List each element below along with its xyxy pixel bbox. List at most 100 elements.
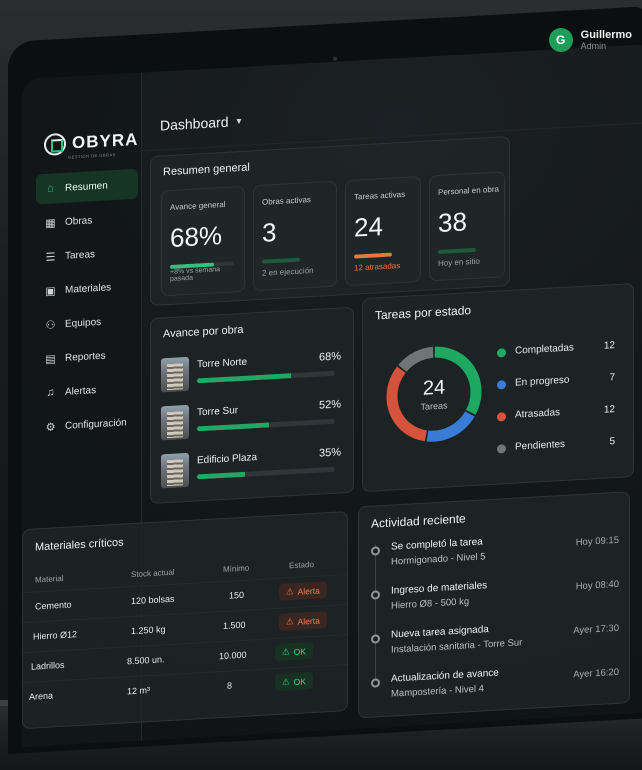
legend-item[interactable]: Atrasadas 12 (497, 403, 615, 426)
activity-time: Hoy 09:15 (575, 534, 619, 549)
activity-detail: Hormigonado - Nivel 5 (391, 551, 486, 568)
sidebar-item-label: Tareas (65, 248, 96, 262)
kpi-sub: Hoy en sitio (438, 256, 480, 268)
project-progress-bar (197, 466, 335, 480)
sidebar-item-label: Alertas (65, 384, 97, 398)
kpi-accent-fill (354, 252, 392, 259)
column-header: Mínimo (223, 563, 250, 574)
user-text: Guillermo Admin (581, 29, 632, 51)
kpi-obras[interactable]: Obras activas 3 2 en ejecución (253, 180, 337, 292)
legend-value: 7 (609, 372, 615, 384)
cell-min: 8 (227, 680, 233, 691)
materials-title: Materiales críticos (35, 536, 124, 554)
sidebar-item-materiales[interactable]: ▣ Materiales (36, 271, 138, 307)
people-icon: ⚇ (45, 318, 56, 332)
warning-icon: ⚠ (286, 616, 294, 627)
cell-min: 1.500 (223, 619, 246, 631)
sidebar-item-reportes[interactable]: ▤ Reportes (36, 339, 138, 375)
legend-label: Completadas (515, 342, 574, 357)
kpi-value: 3 (262, 216, 277, 248)
kpi-accent-line (438, 247, 476, 254)
sidebar-item-configuracion[interactable]: ⚙ Configuración (36, 407, 138, 443)
column-header: Estado (289, 559, 314, 571)
kpi-accent-fill (262, 257, 300, 264)
donut-slice-en-progreso[interactable] (426, 411, 475, 442)
legend-item[interactable]: En progreso 7 (497, 371, 615, 394)
timeline-dot (371, 678, 380, 688)
chevron-down-icon: ▾ (236, 115, 242, 127)
sidebar-item-label: Reportes (65, 350, 106, 364)
building-icon: ▦ (45, 216, 56, 230)
kpi-avance[interactable]: Avance general 68% +8% vs semana pasada (161, 185, 245, 297)
user-name: Guillermo (580, 29, 632, 41)
donut-slice-pendientes[interactable] (398, 346, 434, 372)
activity-title: Actividad reciente (371, 511, 466, 531)
kpi-sub-late: 12 atrasadas (354, 261, 401, 273)
legend-label: Pendientes (515, 438, 566, 453)
materials-card: Materiales críticos Material Stock actua… (22, 510, 348, 730)
activity-time: Ayer 17:30 (573, 622, 619, 637)
kpi-label: Personal en obra (438, 184, 499, 197)
sidebar-item-tareas[interactable]: ☰ Tareas (36, 237, 138, 273)
tasks-donut-chart (386, 346, 482, 442)
legend-item[interactable]: Completadas 12 (497, 339, 615, 362)
activity-title-text: Se completó la tarea (391, 536, 483, 553)
brand-logo[interactable]: OBYRA (44, 129, 138, 156)
kpi-accent-line (354, 252, 392, 259)
status-label: OK (293, 675, 306, 687)
tasks-title: Tareas por estado (375, 303, 472, 323)
sidebar-item-label: Configuración (65, 416, 127, 432)
tasks-card: Tareas por estado 24 Tareas Completadas … (362, 283, 634, 493)
progress-row[interactable]: Torre Norte 68% (161, 348, 341, 398)
progress-title: Avance por obra (163, 323, 244, 341)
legend-item[interactable]: Pendientes 5 (497, 435, 615, 458)
sidebar-item-label: Resumen (65, 179, 108, 194)
kpi-label: Tareas activas (354, 189, 406, 202)
activity-detail: Mampostería - Nivel 4 (391, 683, 484, 700)
boxes-icon: ▣ (45, 284, 56, 298)
cell-stock: 120 bolsas (131, 593, 175, 607)
cell-material: Cemento (35, 599, 72, 612)
kpi-label: Obras activas (262, 195, 311, 207)
project-name: Edificio Plaza (197, 452, 258, 467)
donut-slice-atrasadas[interactable] (386, 366, 428, 442)
dashboard-screen: OBYRA GESTIÓN DE OBRAS ⌂ Resumen ▦ Obras… (22, 44, 642, 748)
cell-min: 10.000 (219, 649, 247, 662)
kpi-tareas[interactable]: Tareas activas 24 12 atrasadas (345, 175, 421, 287)
kpi-value: 24 (354, 211, 383, 243)
legend-dot (497, 348, 506, 358)
legend-value: 12 (603, 340, 615, 352)
sidebar-item-obras[interactable]: ▦ Obras (36, 203, 138, 239)
kpi-sub: +8% vs semana pasada (170, 266, 220, 283)
user-info: G Guillermo Admin (548, 28, 632, 52)
column-header: Material (35, 573, 64, 585)
cell-stock: 8.500 un. (127, 654, 165, 667)
bell-icon: ♫ (46, 386, 55, 399)
status-badge: ⚠ Alerta (279, 611, 327, 631)
project-percent: 68% (318, 350, 341, 364)
activity-time: Ayer 16:20 (573, 666, 619, 681)
cell-stock: 12 m³ (127, 685, 151, 697)
kpi-sub: 2 en ejecución (262, 265, 314, 278)
sidebar-item-alertas[interactable]: ♫ Alertas (36, 373, 138, 409)
legend-value: 12 (603, 404, 615, 416)
kpi-label: Avance general (170, 199, 226, 212)
sidebar-item-resumen[interactable]: ⌂ Resumen (36, 168, 138, 205)
progress-row[interactable]: Torre Sur 52% (161, 396, 341, 446)
donut-slice-completadas[interactable] (434, 346, 482, 415)
kpi-personal[interactable]: Personal en obra 38 Hoy en sitio (429, 171, 505, 282)
building-thumbnail (161, 452, 189, 489)
page-title[interactable]: Dashboard ▾ (160, 113, 242, 134)
legend-dot (497, 412, 506, 422)
clipboard-icon: ☰ (45, 250, 56, 264)
logo-icon (44, 132, 66, 156)
sidebar-item-equipos[interactable]: ⚇ Equipos (36, 305, 138, 341)
avatar: G (548, 28, 573, 52)
timeline-dot (371, 634, 380, 644)
timeline-dot (371, 590, 380, 600)
summary-title: Resumen general (163, 161, 250, 179)
legend-label: En progreso (515, 374, 570, 389)
warning-icon: ⚠ (286, 586, 294, 597)
status-badge: ⚠ Alerta (279, 581, 327, 601)
progress-row[interactable]: Edificio Plaza 35% (161, 444, 341, 494)
